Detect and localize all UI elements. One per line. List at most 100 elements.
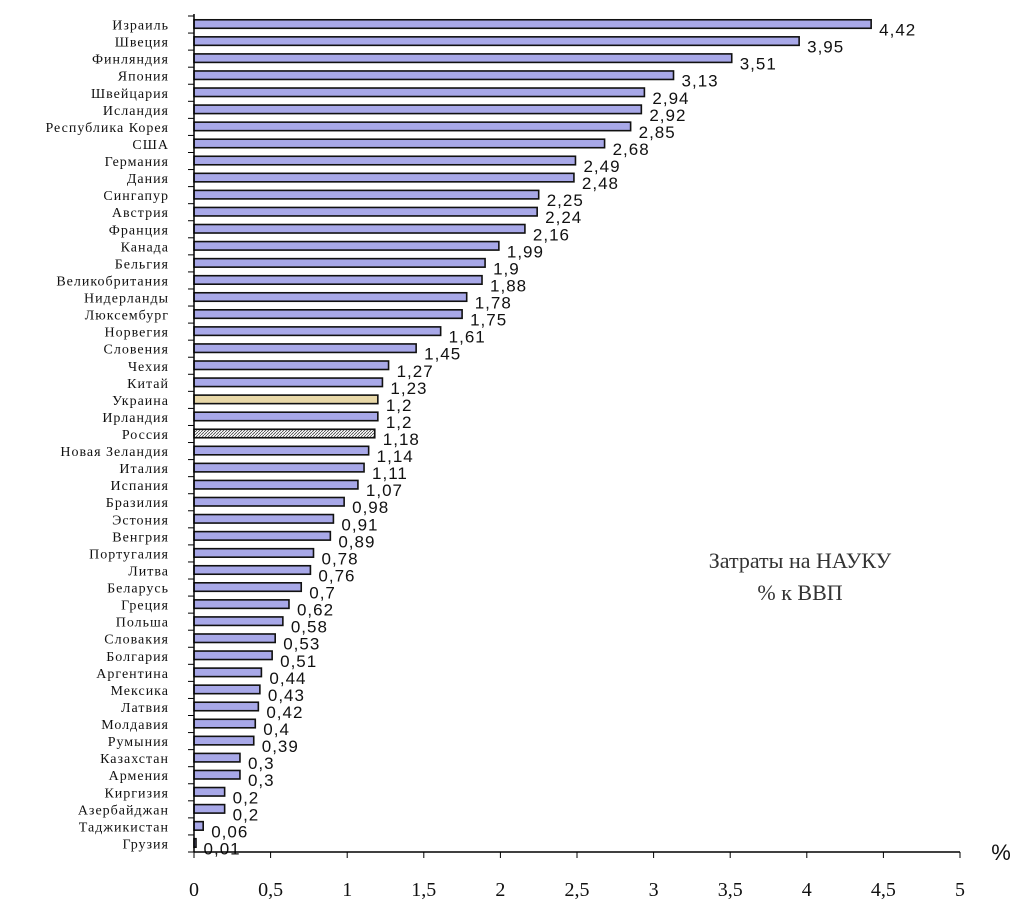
value-label: 1,99 — [507, 242, 544, 261]
category-label: Япония — [118, 70, 169, 85]
category-label: Словакия — [104, 633, 169, 648]
category-label: Китай — [127, 377, 169, 392]
bar — [193, 820, 204, 831]
value-label: 0,42 — [266, 703, 303, 722]
bar — [193, 257, 486, 268]
bar — [193, 189, 540, 200]
bar — [193, 87, 646, 98]
bar — [193, 564, 312, 576]
category-label: Финляндия — [92, 53, 169, 68]
category-label: Канада — [121, 240, 169, 255]
bar — [193, 343, 417, 354]
category-label: США — [132, 138, 169, 153]
category-label: Ирландия — [102, 411, 169, 426]
value-label: 1,75 — [470, 311, 507, 330]
bar — [193, 599, 290, 610]
category-label: Эстония — [112, 513, 169, 528]
value-label: 0,98 — [352, 498, 389, 517]
category-label: Грузия — [123, 837, 170, 852]
category-label: Венгрия — [112, 530, 169, 545]
value-label: 1,2 — [386, 413, 413, 432]
value-label: 2,85 — [639, 123, 676, 142]
value-label: 3,13 — [682, 72, 719, 91]
value-label: 0,3 — [248, 771, 275, 790]
value-label: 0,62 — [297, 601, 334, 620]
category-label: Таджикистан — [79, 820, 169, 835]
category-label: Новая Зеландия — [60, 445, 169, 460]
bar — [193, 18, 872, 30]
value-label: 1,45 — [424, 345, 461, 364]
bar — [193, 326, 442, 337]
bar — [193, 752, 241, 763]
x-tick-label: 2 — [495, 879, 505, 901]
value-label: 0,58 — [291, 618, 328, 637]
value-label: 1,9 — [493, 259, 520, 278]
value-label: 1,78 — [475, 294, 512, 313]
value-label: 0,2 — [233, 805, 260, 824]
bar — [193, 360, 390, 371]
bar — [193, 616, 284, 627]
bar — [193, 496, 345, 507]
bar — [193, 513, 335, 524]
bars-group: Израиль 4,42 Швеция 3,95 Финляндия 3,51 Япония… — [45, 18, 916, 859]
x-tick-label: 4 — [802, 879, 812, 901]
bar — [193, 786, 226, 797]
bar — [193, 309, 463, 320]
category-label: Греция — [121, 599, 169, 614]
value-label: 1,61 — [449, 328, 486, 347]
value-label: 1,14 — [377, 447, 414, 466]
category-label: Испания — [111, 479, 169, 494]
category-label: Аргентина — [96, 667, 169, 682]
bar — [193, 479, 359, 490]
category-label: Болгария — [106, 650, 169, 665]
category-label: Россия — [122, 428, 169, 443]
category-label: Мексика — [111, 684, 169, 699]
value-label: 3,51 — [740, 55, 777, 74]
value-label: 0,4 — [263, 720, 290, 739]
category-label: Великобритания — [56, 274, 169, 289]
chart-title-line-2: % к ВВП — [757, 580, 842, 605]
value-label: 0,89 — [338, 532, 375, 551]
category-label: Казахстан — [100, 752, 169, 767]
value-label: 2,48 — [582, 174, 619, 193]
category-label: Латвия — [121, 701, 169, 716]
value-label: 2,94 — [652, 89, 689, 108]
category-label: Нидерланды — [84, 292, 169, 307]
value-label: 0,91 — [341, 515, 378, 534]
x-tick-label: 0 — [189, 879, 199, 901]
bar — [193, 769, 241, 780]
category-label: Киргизия — [104, 786, 169, 801]
value-label: 4,42 — [879, 21, 916, 40]
bar — [193, 411, 379, 422]
category-label: Словения — [104, 343, 170, 358]
bar — [193, 53, 733, 64]
category-label: Азербайджан — [78, 803, 169, 818]
category-label: Бразилия — [106, 496, 169, 511]
x-tick-label: 0,5 — [258, 879, 283, 901]
value-label: 2,92 — [649, 106, 686, 125]
value-label: 2,16 — [533, 225, 570, 244]
category-label: Исландия — [103, 104, 169, 119]
bar — [193, 206, 538, 217]
x-tick-label: 2,5 — [565, 879, 590, 901]
category-label: Украина — [112, 394, 169, 409]
bar — [193, 70, 675, 81]
category-label: Австрия — [112, 206, 169, 221]
bar — [193, 803, 226, 814]
axes-group: 0 0,5 1 1,5 2 2,5 3 3,5 4 4,5 5 — [188, 14, 965, 901]
value-label: 0,7 — [309, 584, 336, 603]
bar — [193, 667, 263, 678]
category-label: Франция — [109, 223, 169, 238]
value-label: 0,2 — [233, 788, 260, 807]
chart-title-line-1: Затраты на НАУКУ — [709, 548, 892, 573]
value-label: 0,44 — [269, 669, 306, 688]
bar — [193, 274, 483, 285]
bar — [193, 223, 526, 234]
bar — [193, 633, 276, 644]
value-label: 1,88 — [490, 276, 527, 295]
bar — [193, 462, 365, 473]
category-label: Молдавия — [101, 718, 169, 733]
x-tick-label: 1,5 — [411, 879, 436, 901]
bar — [193, 428, 376, 439]
